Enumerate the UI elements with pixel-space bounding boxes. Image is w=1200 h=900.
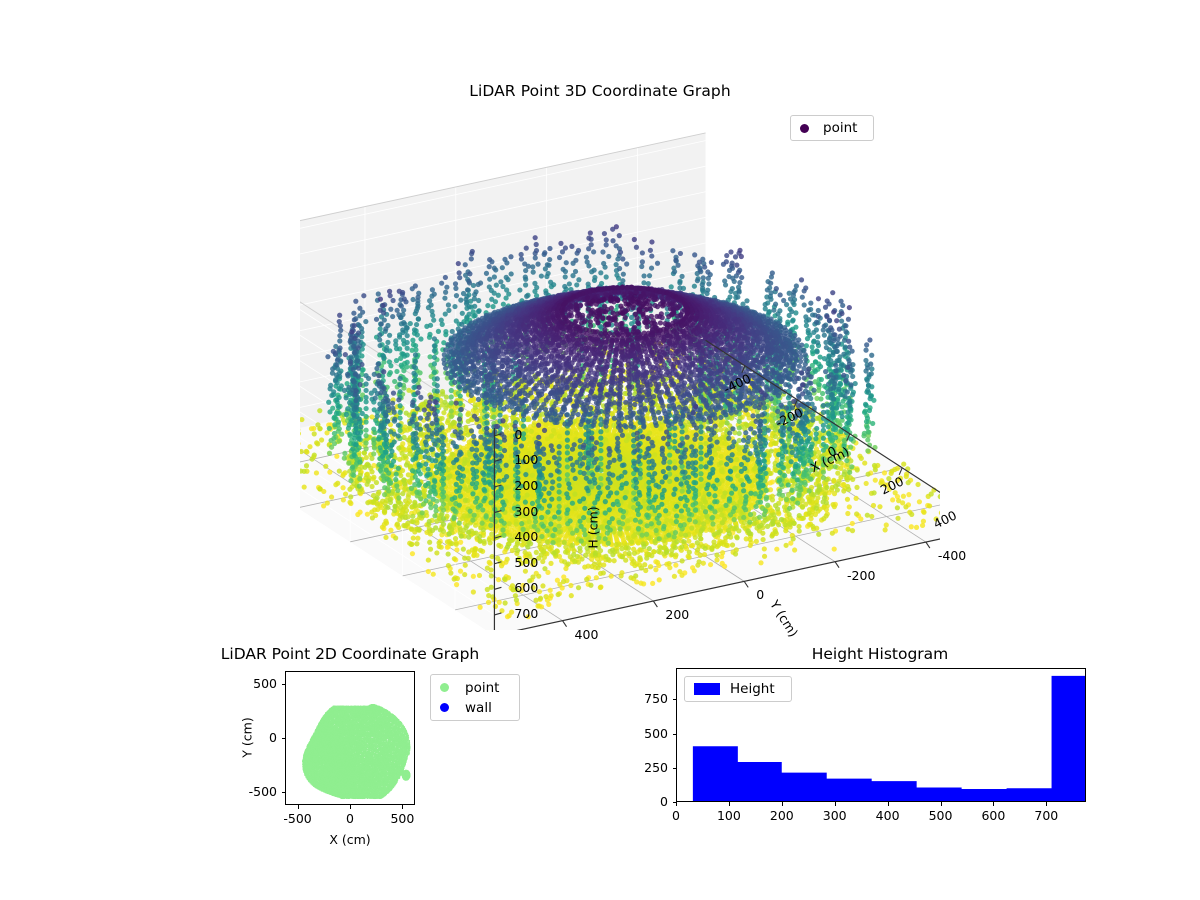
histogram-xtick-100: 100 [716,808,741,823]
plot3d-ztick-0: 0 [514,426,523,442]
plot3d-ztick-100: 100 [514,452,539,468]
histogram-xtick-mark-600 [993,802,995,806]
plot3d-title: LiDAR Point 3D Coordinate Graph [469,82,731,100]
histogram-bar-series [692,675,1085,801]
plot2d-xtick-500: 500 [390,811,415,826]
plot3d-ztick-700: 700 [514,605,539,621]
histogram-xtick-mark-300 [834,802,836,806]
plot3d-ytick-0: 0 [756,587,765,603]
plot3d-panel [300,120,940,630]
plot3d-legend: point [790,115,874,141]
histogram-xtick-mark-200 [781,802,783,806]
plot2d-ytick-mark-0 [281,738,285,739]
histogram-xtick-300: 300 [822,808,847,823]
plot3d-ytick--200: -200 [847,567,876,583]
plot2d-xaxis-title: X (cm) [329,832,371,847]
plot2d-title: LiDAR Point 2D Coordinate Graph [220,645,480,663]
plot2d-xtick--500: -500 [283,811,312,826]
histogram-xtick-mark-0 [676,802,677,806]
histogram-ytick-250: 250 [644,759,668,775]
histogram-xtick-700: 700 [1034,808,1059,823]
plot3d-ztick-400: 400 [514,529,539,545]
plot2d-xtick-mark-500 [402,805,404,809]
plot3d-ztick-600: 600 [514,580,539,596]
histogram-xtick-mark-500 [940,802,942,806]
histogram-xtick-400: 400 [875,808,900,823]
plot3d-ztick-300: 300 [514,503,539,519]
histogram-ytick-mark-0 [672,802,676,803]
legend-label-height: Height [730,681,775,697]
histogram-xtick-mark-700 [1046,802,1048,806]
plot2d-legend: point wall [430,674,520,721]
plot3d-ytick-200: 200 [665,607,690,622]
point-marker-icon [440,683,449,692]
histogram-xtick-500: 500 [928,808,953,823]
legend-label-wall: wall [465,699,492,716]
plot2d-ytick--500: -500 [248,784,277,800]
plot2d-xtick-0: 0 [346,811,354,826]
plot2d-xtick-mark--500 [297,805,299,809]
legend-item-height: Height [685,677,791,701]
histogram-ytick-500: 500 [644,725,668,741]
plot2d-ytick-mark--500 [281,792,285,794]
plot3d-ytick--400: -400 [937,548,967,564]
histogram-ytick-mark-500 [672,733,676,735]
histogram-ytick-mark-750 [672,699,676,701]
histogram-xtick-600: 600 [981,808,1006,823]
plot3d-zaxis-title: H (cm) [586,506,602,549]
histogram-ytick-750: 750 [644,691,668,707]
histogram-xtick-mark-100 [728,802,730,806]
legend-item-wall: wall [431,698,519,718]
plot2d-axes [285,671,415,805]
plot3d-ztick-200: 200 [514,477,539,493]
histogram-xtick-mark-400 [887,802,889,806]
histogram-legend: Height [684,676,792,702]
legend-item-point: point [431,678,519,698]
histogram-xtick-0: 0 [672,808,680,823]
point-marker-icon [800,123,809,133]
histogram-bars [692,675,1085,801]
histogram-ytick-mark-250 [672,767,676,769]
plot2d-yaxis-title: Y (cm) [239,717,255,758]
plot2d-ytick-mark-500 [281,683,285,685]
height-color-swatch [694,683,720,695]
plot3d-canvas [300,120,940,630]
plot2d-pointcloud [286,672,414,804]
plot3d-ztick-500: 500 [514,554,539,570]
plot2d-ytick-500: 500 [253,675,277,691]
plot2d-ytick-0: 0 [269,730,277,745]
legend-label-point: point [823,120,858,136]
wall-marker-icon [440,703,449,712]
plot2d-xtick-mark-0 [350,805,351,809]
legend-label-point: point [465,679,500,696]
histogram-title: Height Histogram [811,645,949,663]
histogram-xtick-200: 200 [769,808,794,823]
legend-item-point: point [791,116,873,140]
plot3d-ytick-400: 400 [574,626,599,642]
histogram-ytick-0: 0 [660,794,668,809]
